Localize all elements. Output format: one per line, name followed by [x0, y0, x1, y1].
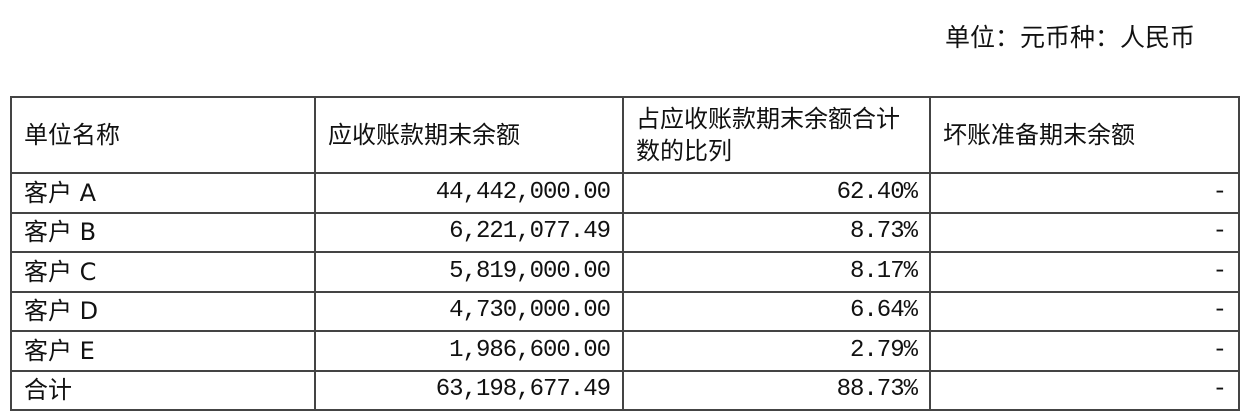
cell-balance: 6,221,077.49 — [314, 211, 624, 253]
header-unit-name: 单位名称 — [10, 96, 316, 174]
cell-balance: 1,986,600.00 — [314, 330, 624, 372]
cell-ratio: 62.40% — [622, 172, 931, 214]
cell-provision: - — [929, 211, 1240, 253]
cell-unit-name: 合计 — [10, 369, 316, 411]
table-row: 客户 B 6,221,077.49 8.73% - — [10, 211, 1240, 253]
cell-balance: 4,730,000.00 — [314, 290, 624, 332]
header-ratio: 占应收账款期末余额合计数的比列 — [622, 96, 931, 174]
cell-unit-name: 客户 D — [10, 290, 316, 332]
table-header-row: 单位名称 应收账款期末余额 占应收账款期末余额合计数的比列 坏账准备期末余额 — [10, 96, 1240, 174]
table-row: 客户 D 4,730,000.00 6.64% - — [10, 290, 1240, 332]
cell-unit-name: 客户 E — [10, 330, 316, 372]
header-balance: 应收账款期末余额 — [314, 96, 624, 174]
cell-provision: - — [929, 330, 1240, 372]
table-row: 客户 E 1,986,600.00 2.79% - — [10, 330, 1240, 372]
receivables-table: 单位名称 应收账款期末余额 占应收账款期末余额合计数的比列 坏账准备期末余额 客… — [10, 96, 1240, 411]
header-provision: 坏账准备期末余额 — [929, 96, 1240, 174]
cell-balance: 44,442,000.00 — [314, 172, 624, 214]
cell-provision: - — [929, 369, 1240, 411]
cell-unit-name: 客户 A — [10, 172, 316, 214]
cell-provision: - — [929, 290, 1240, 332]
cell-unit-name: 客户 B — [10, 211, 316, 253]
cell-provision: - — [929, 172, 1240, 214]
cell-balance: 5,819,000.00 — [314, 251, 624, 293]
cell-ratio: 6.64% — [622, 290, 931, 332]
table-row: 合计 63,198,677.49 88.73% - — [10, 369, 1240, 411]
cell-ratio: 88.73% — [622, 369, 931, 411]
cell-ratio: 2.79% — [622, 330, 931, 372]
table-row: 客户 C 5,819,000.00 8.17% - — [10, 251, 1240, 293]
cell-unit-name: 客户 C — [10, 251, 316, 293]
table-row: 客户 A 44,442,000.00 62.40% - — [10, 172, 1240, 214]
unit-currency-note: 单位：元币种：人民币 — [945, 23, 1196, 52]
cell-ratio: 8.17% — [622, 251, 931, 293]
cell-provision: - — [929, 251, 1240, 293]
cell-balance: 63,198,677.49 — [314, 369, 624, 411]
cell-ratio: 8.73% — [622, 211, 931, 253]
